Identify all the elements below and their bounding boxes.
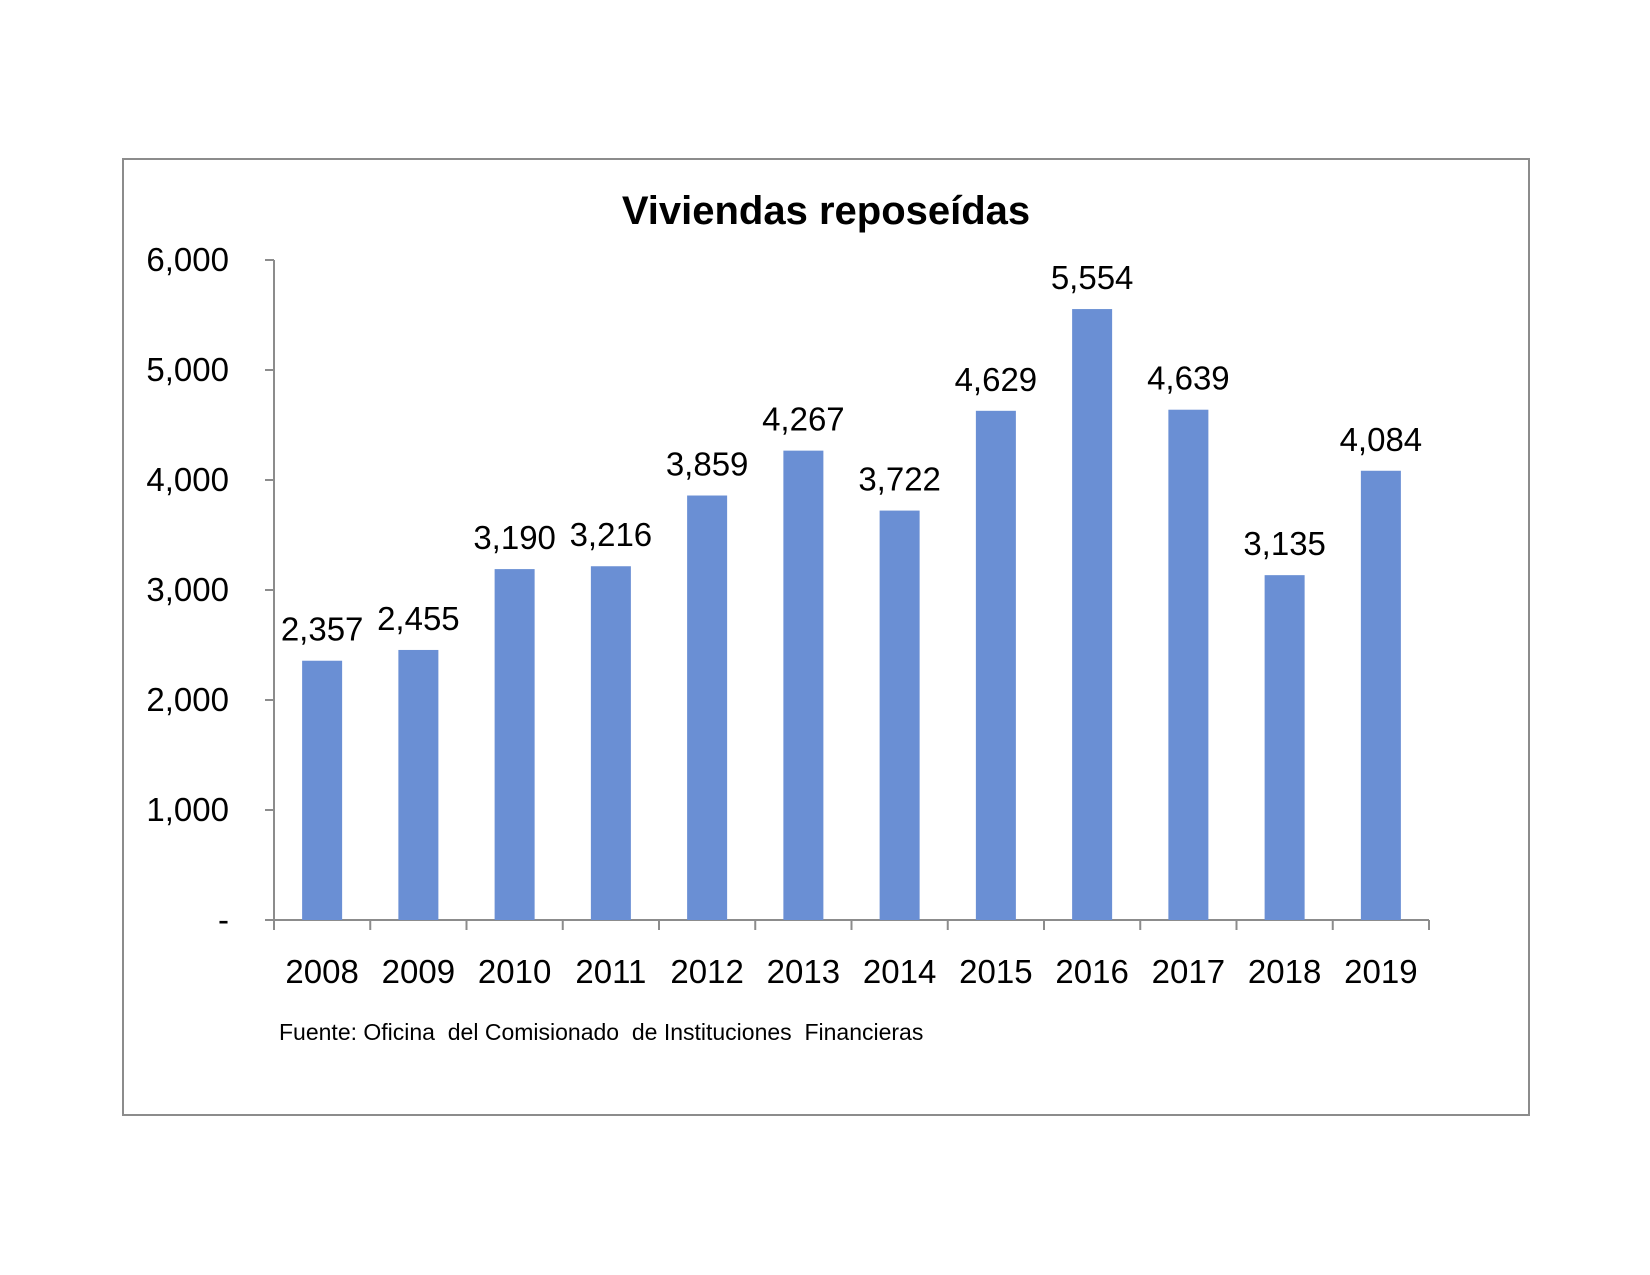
bar-2018 [1264,575,1305,920]
bar-2017 [1168,409,1209,920]
data-label-2015: 4,629 [955,361,1038,398]
y-tick-label: - [218,901,229,938]
data-label-2014: 3,722 [858,461,941,498]
x-tick-label-2016: 2016 [1055,953,1128,990]
y-tick-label: 1,000 [146,791,229,828]
chart-title: Viviendas reposeídas [622,189,1030,233]
x-tick-label-2010: 2010 [478,953,551,990]
data-label-2010: 3,190 [473,519,556,556]
data-label-2008: 2,357 [281,611,364,648]
y-tick-label: 4,000 [146,461,229,498]
x-tick-label-2018: 2018 [1248,953,1321,990]
bar-2014 [879,510,920,920]
x-axis: 2008 2009 2010 2011 2012 2013 2014 2015 2016 2017… [273,919,1430,990]
data-labels: 2,357 2,455 3,190 3,216 3,859 4,267 3,722 4,629… [281,259,1422,648]
x-tick-label-2009: 2009 [382,953,455,990]
data-label-2009: 2,455 [377,600,460,637]
x-tick-label-2015: 2015 [959,953,1032,990]
bar-2016 [1072,309,1113,920]
data-label-2019: 4,084 [1340,421,1423,458]
data-label-2011: 3,216 [570,516,653,553]
x-tick-label-2008: 2008 [285,953,358,990]
x-tick-label-2014: 2014 [863,953,936,990]
chart: Viviendas reposeídas - 1,000 2,000 3,000 4,0… [146,189,1430,1045]
data-label-2017: 4,639 [1147,360,1230,397]
x-tick-label-2011: 2011 [575,953,646,990]
bar-2011 [590,566,631,920]
x-tick-label-2019: 2019 [1344,953,1417,990]
bar-2015 [975,410,1016,920]
bar-2009 [398,649,439,920]
chart-frame: Viviendas reposeídas - 1,000 2,000 3,000 4,0… [122,158,1530,1116]
bar-2008 [302,660,343,920]
y-tick-label: 2,000 [146,681,229,718]
data-label-2018: 3,135 [1243,525,1326,562]
y-axis: - 1,000 2,000 3,000 4,000 5,000 6,000 [146,241,275,938]
bar-2012 [687,495,728,920]
bars [302,309,1401,920]
bar-2010 [494,569,535,920]
data-label-2013: 4,267 [762,401,845,438]
y-tick-label: 3,000 [146,571,229,608]
source-note: Fuente: Oficina del Comisionado de Insti… [279,1019,923,1045]
x-tick-label-2017: 2017 [1152,953,1225,990]
data-label-2016: 5,554 [1051,259,1134,296]
y-tick-label: 6,000 [146,241,229,278]
y-tick-label: 5,000 [146,351,229,388]
x-tick-label-2013: 2013 [767,953,840,990]
data-label-2012: 3,859 [666,446,749,483]
bar-2019 [1360,470,1401,920]
x-tick-label-2012: 2012 [670,953,743,990]
bar-2013 [783,450,824,920]
